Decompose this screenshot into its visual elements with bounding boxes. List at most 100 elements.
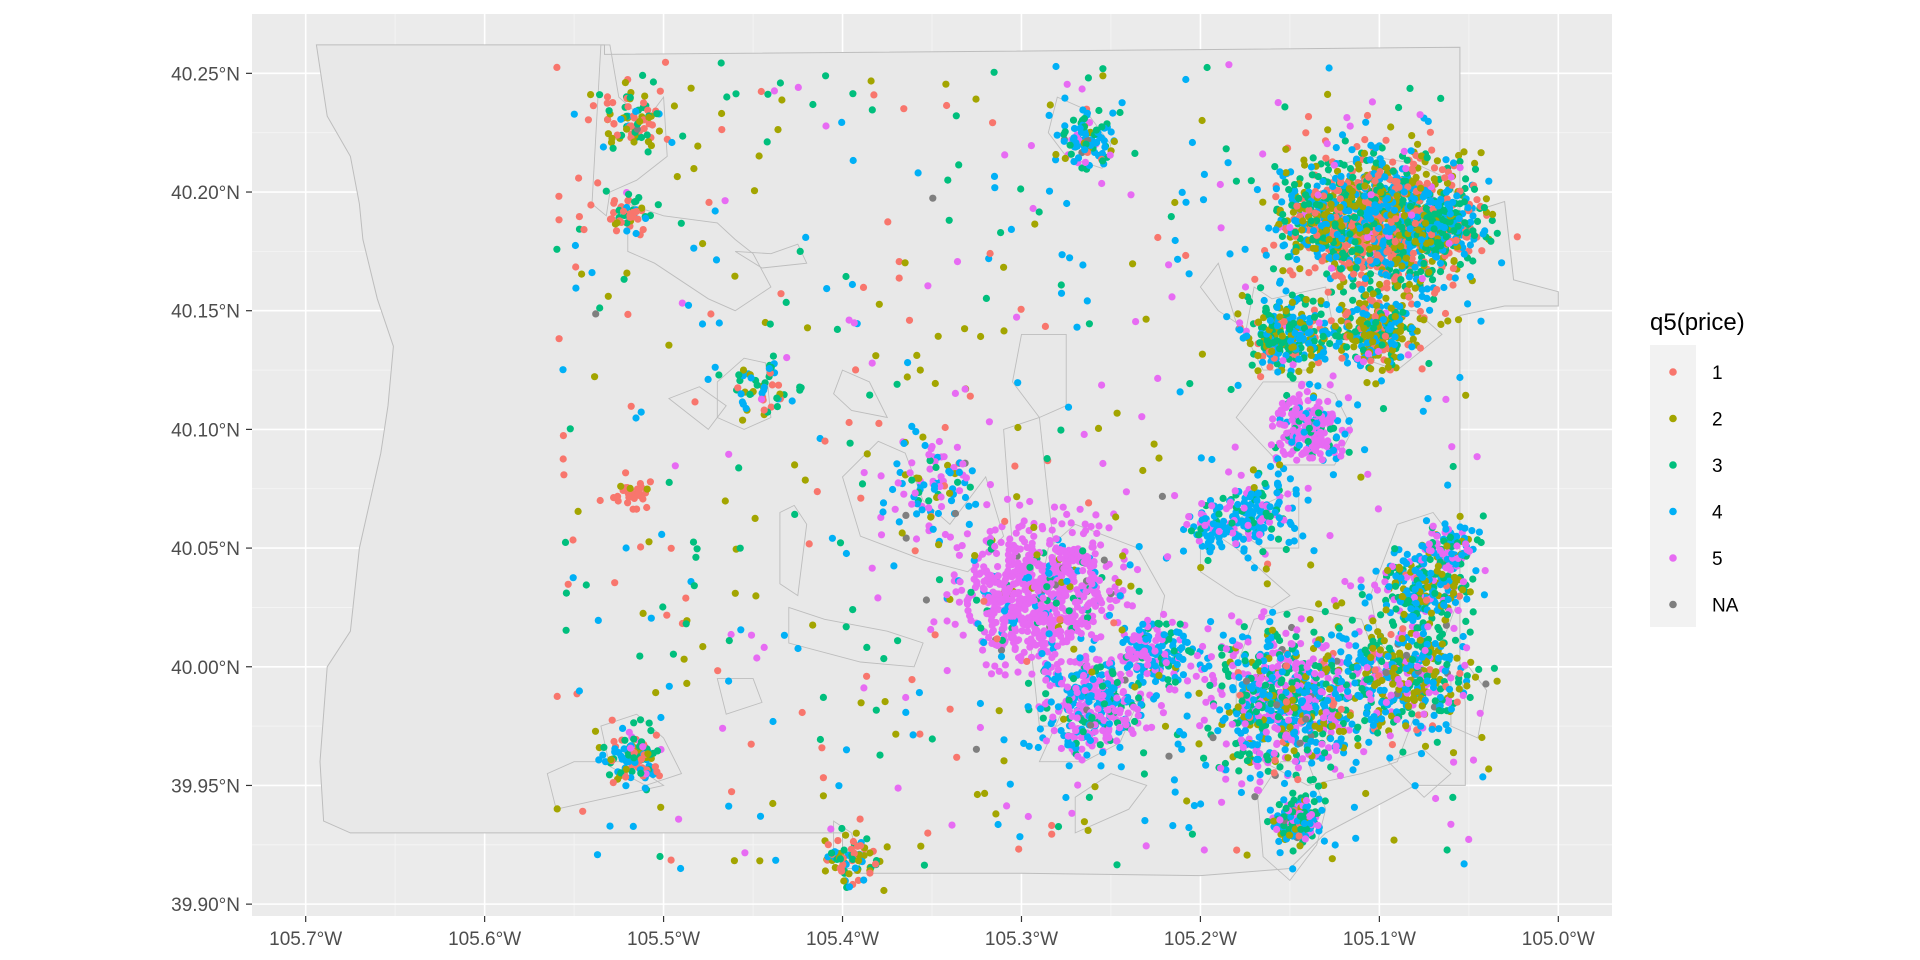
listing-point bbox=[1095, 576, 1104, 585]
listing-point bbox=[1445, 685, 1454, 693]
listing-point bbox=[1348, 248, 1356, 256]
listing-point bbox=[1381, 173, 1389, 181]
listing-point bbox=[1054, 666, 1062, 674]
listing-point bbox=[1078, 745, 1086, 753]
listing-point bbox=[1310, 313, 1319, 321]
listing-point bbox=[1206, 548, 1214, 556]
listing-point bbox=[1352, 155, 1361, 163]
listing-point bbox=[1281, 178, 1289, 186]
listing-point bbox=[1261, 479, 1269, 488]
listing-point bbox=[1245, 750, 1253, 758]
listing-point bbox=[1220, 517, 1228, 525]
listing-point bbox=[1119, 688, 1127, 696]
listing-point bbox=[1466, 693, 1474, 702]
listing-point bbox=[1342, 311, 1350, 319]
listing-point bbox=[1225, 468, 1233, 476]
listing-point bbox=[1345, 259, 1353, 267]
listing-point bbox=[1297, 615, 1305, 623]
listing-point bbox=[1099, 748, 1107, 757]
listing-point bbox=[1277, 654, 1285, 662]
listing-point bbox=[1447, 674, 1455, 682]
listing-point bbox=[1124, 652, 1132, 660]
listing-point bbox=[1195, 537, 1203, 545]
listing-point bbox=[1152, 692, 1160, 700]
listing-point bbox=[1257, 284, 1265, 292]
listing-point bbox=[1089, 675, 1097, 684]
listing-point bbox=[1126, 561, 1134, 569]
listing-point bbox=[1476, 709, 1484, 717]
listing-point bbox=[1414, 226, 1423, 234]
listing-point bbox=[1046, 537, 1054, 545]
listing-point bbox=[991, 662, 999, 670]
listing-point bbox=[1272, 185, 1280, 193]
listing-point bbox=[1314, 382, 1322, 390]
listing-point bbox=[1256, 778, 1264, 786]
listing-point bbox=[1364, 350, 1372, 358]
listing-point bbox=[1274, 409, 1282, 417]
listing-point bbox=[1281, 217, 1289, 226]
listing-point bbox=[1042, 737, 1050, 745]
listing-point bbox=[1455, 685, 1463, 693]
listing-point bbox=[1421, 219, 1430, 227]
listing-point bbox=[1435, 654, 1443, 662]
listing-point bbox=[1268, 626, 1276, 634]
listing-point bbox=[1066, 658, 1074, 666]
listing-point bbox=[1310, 628, 1318, 636]
listing-point bbox=[1397, 276, 1405, 284]
listing-point bbox=[1209, 734, 1217, 742]
listing-point bbox=[1199, 642, 1207, 651]
listing-point bbox=[1411, 782, 1419, 790]
listing-point bbox=[1229, 652, 1237, 660]
listing-point bbox=[1330, 424, 1338, 432]
listing-point bbox=[1337, 677, 1346, 686]
listing-point bbox=[1318, 740, 1326, 748]
listing-point bbox=[1436, 259, 1445, 267]
listing-point bbox=[1076, 654, 1084, 662]
listing-point bbox=[1361, 197, 1370, 205]
listing-point bbox=[1326, 685, 1334, 693]
listing-point bbox=[1469, 257, 1477, 265]
listing-point bbox=[1288, 192, 1296, 200]
listing-point bbox=[1396, 327, 1404, 335]
listing-point bbox=[1037, 640, 1045, 648]
listing-point bbox=[1324, 90, 1332, 98]
listing-point bbox=[987, 670, 996, 678]
listing-point bbox=[980, 563, 988, 571]
municipal-boundary bbox=[1235, 381, 1354, 466]
listing-point bbox=[1479, 230, 1487, 238]
listing-point bbox=[1338, 235, 1346, 243]
listing-point bbox=[1151, 662, 1159, 670]
listing-point bbox=[1356, 209, 1365, 217]
listing-point bbox=[1418, 286, 1426, 294]
listing-point bbox=[1257, 373, 1265, 381]
listing-point bbox=[1096, 712, 1104, 721]
listing-point bbox=[1058, 520, 1066, 528]
listing-point bbox=[1446, 218, 1454, 226]
listing-point bbox=[1403, 156, 1411, 164]
listing-point bbox=[1071, 612, 1079, 620]
listing-point bbox=[1326, 340, 1334, 348]
listing-point bbox=[1165, 752, 1173, 760]
listing-point bbox=[1408, 255, 1416, 263]
listing-point bbox=[1274, 713, 1282, 721]
listing-point bbox=[1273, 489, 1281, 497]
listing-point bbox=[1312, 444, 1320, 452]
listing-point bbox=[1024, 679, 1033, 687]
listing-point bbox=[1335, 400, 1343, 408]
listing-point bbox=[1422, 204, 1430, 213]
listing-point bbox=[1234, 310, 1242, 318]
listing-point bbox=[1069, 574, 1077, 582]
listing-point bbox=[1341, 430, 1349, 438]
listing-point bbox=[1044, 661, 1052, 669]
listing-point bbox=[1195, 531, 1203, 539]
listing-point bbox=[1431, 697, 1439, 705]
listing-point bbox=[1289, 361, 1297, 369]
listing-point bbox=[1332, 342, 1340, 350]
listing-point bbox=[1085, 698, 1093, 706]
listing-point bbox=[1402, 722, 1410, 730]
listing-point bbox=[1300, 156, 1308, 164]
listing-point bbox=[1320, 702, 1329, 710]
listing-point bbox=[1348, 616, 1356, 624]
listing-point bbox=[1450, 758, 1458, 766]
listing-point bbox=[1334, 712, 1342, 720]
